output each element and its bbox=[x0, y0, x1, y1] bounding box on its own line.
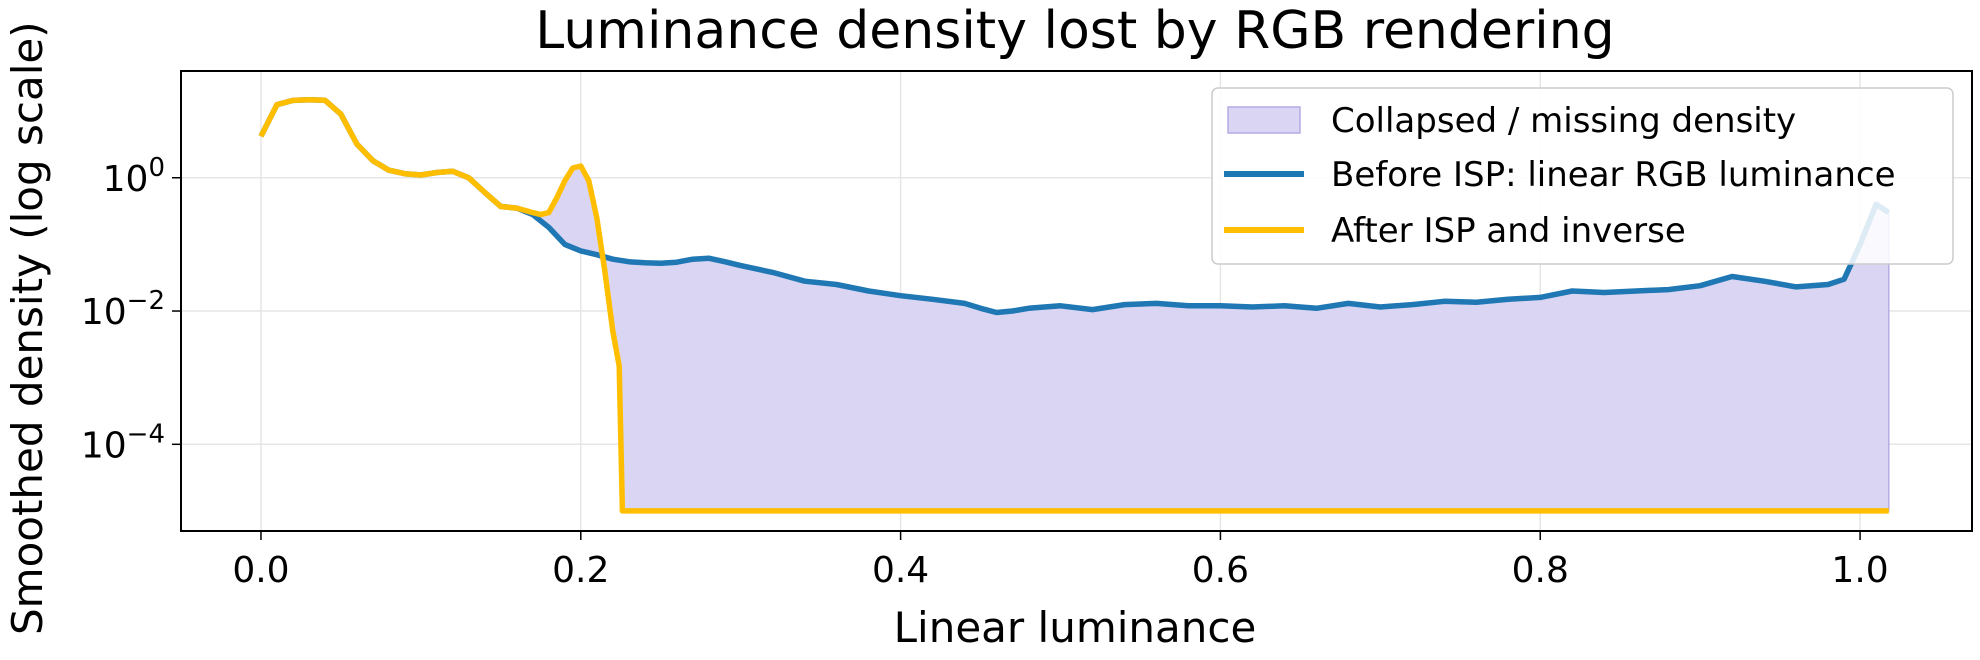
x-tick-label: 1.0 bbox=[1831, 550, 1888, 591]
y-axis-label: Smoothed density (log scale) bbox=[3, 21, 52, 635]
series-layer bbox=[258, 97, 1891, 514]
y-tick-label: 100 bbox=[103, 153, 165, 200]
x-tick-label: 0.4 bbox=[872, 550, 929, 591]
legend: Collapsed / missing density Before ISP: l… bbox=[1211, 87, 1954, 265]
ticks: 0.0 0.2 0.4 0.6 0.8 1.0 100 10−2 10−4 bbox=[81, 153, 1889, 591]
legend-label: Before ISP: linear RGB luminance bbox=[1331, 155, 1896, 195]
x-tick-label: 0.8 bbox=[1512, 550, 1569, 591]
x-tick-label: 0.2 bbox=[552, 550, 609, 591]
x-tick-label: 0.0 bbox=[232, 550, 289, 591]
x-axis-label: Linear luminance bbox=[894, 603, 1257, 652]
y-tick-label: 10−2 bbox=[81, 286, 165, 333]
legend-box bbox=[1211, 87, 1954, 265]
legend-label: Collapsed / missing density bbox=[1331, 101, 1796, 141]
legend-fill-swatch bbox=[1227, 106, 1301, 134]
plot-frame bbox=[180, 70, 1973, 532]
y-tick-label: 10−4 bbox=[81, 419, 165, 466]
after-isp-line bbox=[258, 97, 1889, 514]
x-tick-label: 0.6 bbox=[1192, 550, 1249, 591]
legend-label: After ISP and inverse bbox=[1331, 211, 1686, 251]
chart-title: Luminance density lost by RGB rendering bbox=[535, 1, 1614, 61]
